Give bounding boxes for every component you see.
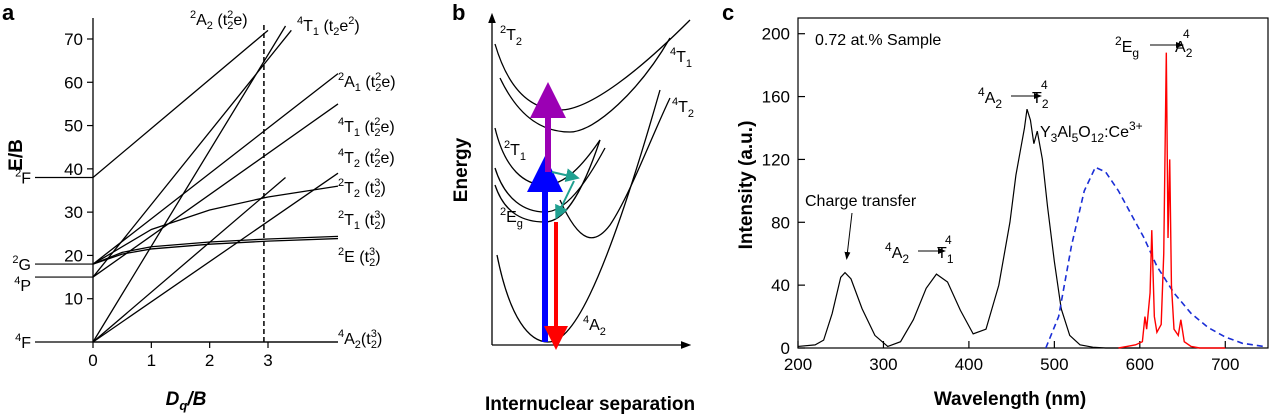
panel-a-axes [92, 18, 338, 343]
panel-a-curve [92, 172, 339, 343]
curve-2T2 [494, 19, 691, 111]
sample-note: 0.72 at.% Sample [815, 32, 941, 49]
panel-b-potential-curves [494, 19, 691, 343]
panel-c-series-line [1045, 166, 1264, 349]
label-2T1-t23: 2T1 (t3 2) [338, 209, 386, 232]
panel-a-curve [92, 177, 286, 343]
panel-a-ylabel: E/B [6, 139, 27, 171]
panel-c-xtick-label: 600 [1126, 355, 1154, 374]
panel-a-curve [92, 237, 339, 265]
yag-ce-label: Y3Al5O12:Ce3+ [1040, 119, 1143, 145]
panel-b: b Energy Internuclear separation 2T2 4T1 4… [451, 0, 695, 415]
curve-4A2 [496, 89, 661, 343]
panel-c-xtick-label: 700 [1211, 355, 1239, 374]
charge-transfer-label: Charge transfer [805, 193, 917, 210]
panel-a-xtick-label: 0 [88, 351, 97, 370]
charge-transfer-arrow [844, 212, 853, 260]
label-2T2-t23: 2T2 (t3 2) [338, 177, 386, 200]
panel-a-ticks: 0 1 2 3 10 20 30 40 50 60 70 [64, 30, 273, 370]
label-2Eg-4A2: 2Eg A2 [1115, 34, 1193, 60]
panel-a-curves [92, 25, 339, 343]
panel-c-ytick-label: 40 [771, 276, 790, 295]
panel-b-curve-label: 4A2 [583, 314, 606, 338]
curve-4T1 [499, 37, 671, 133]
panel-b-curve-label: 4T1 [670, 46, 692, 70]
label-4T1-t22e: 4T1 (t2 2e) [338, 116, 395, 139]
panel-c-xtick-label: 200 [784, 355, 812, 374]
panel-a-ytick-label: 30 [64, 203, 83, 222]
panel-c-series-line [797, 108, 1140, 349]
panel-a-xtick-label: 1 [147, 351, 156, 370]
panel-a-curve [92, 25, 287, 343]
panel-c-ytick-label: 200 [762, 25, 790, 44]
panel-a-curve [92, 235, 339, 265]
panel-a-ytick-label: 50 [64, 117, 83, 136]
panel-a-xtick-label: 2 [205, 351, 214, 370]
panel-a-xlabel: Dq/B [166, 389, 207, 413]
free-ion-term-label: 4P [14, 275, 31, 295]
panel-b-ylabel: Energy [451, 137, 472, 202]
sup-4-4T2: 4 [1041, 78, 1048, 92]
panel-a-xtick-label: 3 [263, 351, 272, 370]
label-4A2-t23: 4A2(t3 2) [338, 328, 382, 351]
panel-b-letter: b [452, 0, 465, 25]
free-ion-term-label: 2G [12, 254, 31, 274]
label-2A2: 2A2 (t2 2e) [190, 9, 248, 32]
panel-c-ytick-label: 0 [781, 339, 790, 358]
label-4T1-t2e2: 4T1 (t2e2) [297, 15, 360, 38]
panel-c-ytick-label: 160 [762, 88, 790, 107]
panel-c-letter: c [722, 0, 734, 25]
panel-c-ytick-label: 120 [762, 150, 790, 169]
panel-a-ytick-label: 20 [64, 246, 83, 265]
panel-b-curve-label: 4T2 [672, 96, 694, 120]
panel-a-ytick-label: 60 [64, 73, 83, 92]
label-4A2-4T1: 4A2 T1 [885, 240, 954, 266]
panel-b-curve-label: 2T2 [500, 24, 522, 48]
panel-c: c 200 300 400 500 600 700 0 40 80 120 160 200 Inten… [722, 0, 1269, 410]
panel-b-curve-label: 2Eg [500, 206, 523, 230]
relaxation-arrow-1 [551, 168, 580, 183]
label-4T2: 4T2 (t2 2e) [338, 147, 395, 170]
relaxation-arrow-2 [555, 180, 575, 220]
panel-c-xtick-label: 500 [1040, 355, 1068, 374]
label-4A2-4T2: 4A2 T2 [978, 85, 1049, 111]
curve-4T2 [559, 97, 671, 239]
label-2A1: 2A1 (t2 2e) [338, 71, 396, 94]
label-2E-t23: 2E (t3 2) [338, 246, 381, 269]
panel-c-xtick-label: 300 [869, 355, 897, 374]
sup-4-4T1: 4 [945, 233, 952, 247]
panel-a-curve [92, 185, 339, 265]
panel-c-series [797, 52, 1264, 349]
panel-a-state-labels: 2A2 (t2 2e) 4T1 (t2e2) 2A1 (t2 2e) 4T1 (t2… [190, 9, 396, 351]
panel-a-ytick-label: 10 [64, 290, 83, 309]
panel-b-curve-labels: 2T2 4T1 4T2 2T1 2Eg 4A2 [500, 24, 694, 338]
panel-c-xtick-label: 400 [955, 355, 983, 374]
panel-b-curve-label: 2T1 [504, 139, 526, 163]
panel-a-ytick-label: 70 [64, 30, 83, 49]
panel-a-curve [92, 73, 339, 265]
sup-4-4A2: 4 [1183, 27, 1190, 41]
panel-c-frame [797, 17, 1269, 349]
panel-a-curve [92, 29, 269, 179]
panel-c-series-line [1118, 52, 1226, 349]
panel-a-curve [92, 29, 292, 278]
panel-a-curve [92, 103, 339, 278]
panel-c-xlabel: Wavelength (nm) [934, 389, 1086, 410]
free-ion-term-label: 4F [15, 332, 31, 352]
panel-a-letter: a [2, 0, 15, 25]
panel-c-ylabel: Intensity (a.u.) [736, 121, 757, 250]
panel-c-axes: 200 300 400 500 600 700 0 40 80 120 160 200 [762, 17, 1269, 374]
panel-b-xlabel: Internuclear separation [485, 394, 695, 415]
panel-c-ytick-label: 80 [771, 213, 790, 232]
free-ion-term-label: 2F [15, 168, 31, 188]
panel-a-ytick-label: 40 [64, 160, 83, 179]
